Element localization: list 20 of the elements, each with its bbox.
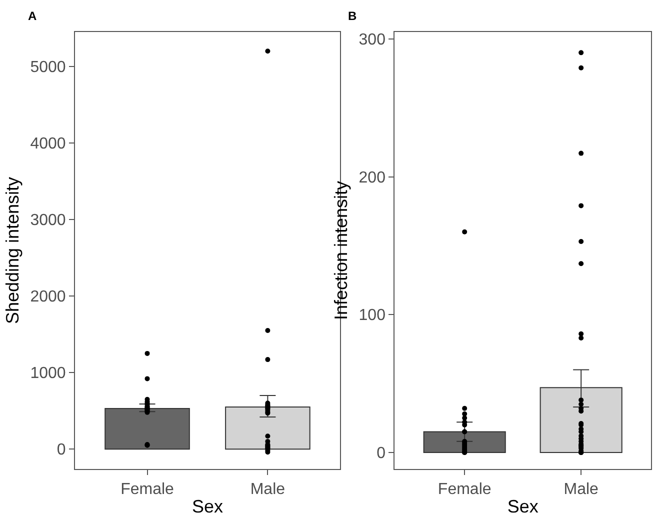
text: B bbox=[348, 9, 357, 23]
x-axis-title: Sex bbox=[192, 496, 223, 516]
y-tick-label: 0 bbox=[56, 442, 66, 459]
y-tick-label: 3000 bbox=[30, 212, 66, 230]
x-tick-label: Male bbox=[250, 481, 286, 498]
y-tick-label: 100 bbox=[358, 307, 386, 324]
y-tick-label: 200 bbox=[358, 169, 386, 186]
x-tick-label: Male bbox=[564, 481, 599, 498]
y-tick-label: 0 bbox=[376, 445, 386, 462]
y-tick-label: 300 bbox=[358, 31, 386, 48]
x-axis-title: Sex bbox=[507, 496, 538, 516]
x-tick-label: Female bbox=[438, 481, 492, 498]
x-tick-label: Female bbox=[120, 481, 174, 498]
y-tick-label: 2000 bbox=[30, 288, 66, 306]
text: A bbox=[28, 9, 37, 23]
y-axis-title: Infection intensity bbox=[330, 180, 351, 320]
y-tick-label: 5000 bbox=[30, 59, 66, 76]
y-tick-label: 1000 bbox=[30, 365, 66, 382]
y-tick-label: 4000 bbox=[30, 136, 66, 153]
y-axis-title: Shedding intensity bbox=[2, 176, 22, 324]
